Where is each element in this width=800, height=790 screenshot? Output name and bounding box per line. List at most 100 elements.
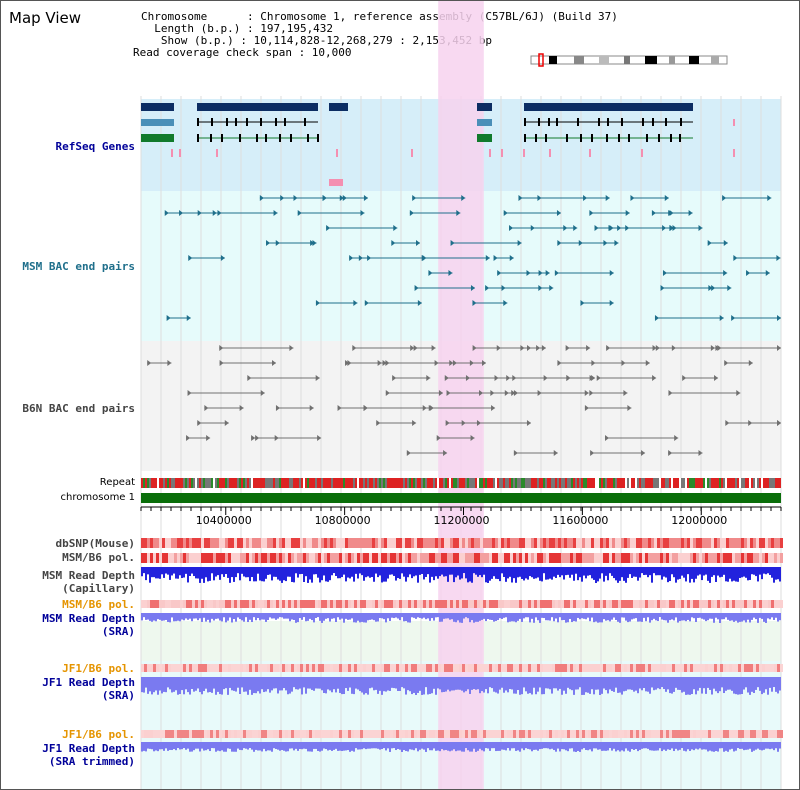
depth-bar [763,613,765,622]
heat-cell [537,538,540,548]
repeat-segment [447,478,449,488]
depth-bar [613,613,615,618]
depth-bar [311,613,313,621]
repeat-segment [215,478,217,488]
depth-bar [565,567,567,576]
depth-bar [243,677,245,692]
track-label-refseq-genes[interactable]: RefSeq Genes [55,140,135,153]
chromosome-ideogram[interactable] [529,53,729,67]
depth-bar [257,613,259,618]
depth-bar [543,742,545,749]
depth-bar [223,613,225,618]
track-label-jf1-b6-pol-trim[interactable]: JF1/B6 pol. [62,728,135,741]
track-label-msm-bac[interactable]: MSM BAC end pairs [22,260,135,273]
track-label-msm-b6-pol-sra[interactable]: MSM/B6 pol. [62,598,135,611]
heat-cell [639,664,642,672]
depth-bar [257,742,259,751]
track-label-msm-depth-capillary[interactable]: MSM Read Depth [42,569,135,582]
heat-cell [714,664,717,672]
heat-cell [468,600,471,608]
heat-cell [498,553,501,563]
track-label-jf1-depth-sra[interactable]: JF1 Read Depth [42,676,135,689]
heat-cell [450,600,453,608]
heat-cell [750,538,753,548]
heat-cell [255,664,258,672]
refseq-exon [239,134,241,142]
depth-bar [737,677,739,695]
refseq-gene [329,103,348,111]
depth-bar [163,613,165,621]
depth-bar [751,742,753,752]
depth-bar [721,677,723,688]
heat-cell [486,664,489,672]
heat-cell [522,664,525,672]
track-label-chromosome[interactable]: chromosome 1 [60,492,135,503]
heat-cell [756,553,759,563]
track-label-repeat[interactable]: Repeat [99,477,135,488]
depth-bar [329,677,331,691]
depth-bar [579,567,581,578]
depth-bar [303,567,305,582]
depth-bar [331,567,333,576]
depth-bar [705,567,707,575]
heat-cell [234,600,237,608]
heat-cell [495,553,498,563]
refseq-exon [197,118,199,126]
depth-bar [333,677,335,690]
repeat-segment [213,478,215,488]
refseq-gene [141,103,174,111]
depth-bar [401,677,403,688]
refseq-exon [284,118,286,126]
depth-bar [775,567,777,580]
track-label-msm-depth-sra[interactable]: MSM Read Depth [42,612,135,625]
heat-cell [171,553,174,563]
heat-cell [528,538,531,548]
depth-bar [331,677,333,693]
depth-bar [573,567,575,581]
bac-end [708,285,713,291]
heat-cell [258,553,261,563]
depth-bar [569,677,571,690]
depth-bar [217,567,219,576]
heat-cell [225,730,228,738]
track-label-jf1-depth-trim[interactable]: JF1 Read Depth [42,742,135,755]
depth-bar [677,742,679,751]
depth-bar [419,742,421,750]
repeat-segment [657,478,659,488]
depth-bar [151,677,153,695]
depth-bar [763,742,765,750]
depth-bar [327,742,329,751]
track-label-b6n-bac[interactable]: B6N BAC end pairs [22,402,135,415]
track-label-dbsnp[interactable]: dbSNP(Mouse) [55,537,135,550]
depth-bar [323,742,325,749]
depth-bar [741,677,743,694]
heat-cell [207,553,210,563]
depth-bar [771,742,773,749]
track-label-jf1-b6-pol[interactable]: JF1/B6 pol. [62,662,135,675]
heat-cell [753,538,756,548]
depth-bar [643,742,645,749]
heat-cell [534,600,537,608]
heat-cell [486,600,489,608]
depth-bar [661,742,663,752]
heat-cell [399,553,402,563]
depth-bar [639,567,641,578]
heat-cell [762,664,765,672]
heat-cell [159,538,162,548]
depth-bar [397,742,399,749]
heat-cell [627,553,630,563]
track-label-msm-b6-pol[interactable]: MSM/B6 pol. [62,551,135,564]
heat-cell [276,600,279,608]
heat-cell [309,538,312,548]
depth-bar [363,613,365,623]
depth-bar [745,613,747,623]
depth-bar [167,613,169,622]
bac-end [526,420,531,426]
depth-bar [177,613,179,621]
heat-cell [594,600,597,608]
repeat-segment [217,478,219,488]
depth-bar [339,742,341,751]
repeat-segment [151,478,153,488]
depth-bar [241,742,243,751]
